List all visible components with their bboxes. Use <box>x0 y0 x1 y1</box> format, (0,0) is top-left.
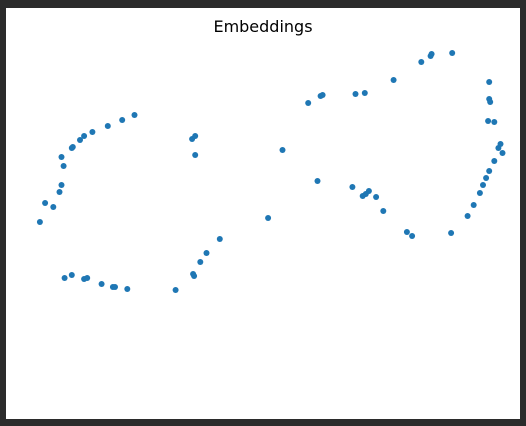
scatter-point <box>42 200 49 206</box>
scatter-point <box>485 118 492 124</box>
scatter-point <box>56 189 63 195</box>
scatter-point <box>81 133 88 139</box>
scatter-point <box>131 112 138 118</box>
scatter-point <box>373 194 380 200</box>
scatter-point <box>464 213 471 219</box>
scatter-point <box>305 100 312 106</box>
scatter-point <box>68 272 75 278</box>
scatter-point <box>314 178 321 184</box>
scatter-point <box>499 150 506 156</box>
scatter-point <box>112 284 118 290</box>
scatter-point <box>50 204 57 210</box>
scatter-point <box>124 286 131 292</box>
scatter-point <box>191 273 198 279</box>
scatter-point <box>104 123 111 129</box>
scatter-point <box>448 230 455 236</box>
scatter-point <box>470 202 477 208</box>
scatter-point <box>58 154 65 160</box>
scatter-point <box>352 91 359 97</box>
scatter-point <box>483 175 490 181</box>
scatter-point <box>390 77 397 83</box>
scatter-point <box>380 208 387 214</box>
scatter-point <box>197 259 204 265</box>
scatter-point <box>428 51 435 57</box>
scatter-point <box>476 190 483 196</box>
scatter-point <box>403 229 410 235</box>
scatter-point <box>58 182 65 188</box>
scatter-point <box>98 281 105 287</box>
scatter-point <box>491 158 498 164</box>
scatter-point <box>84 275 91 281</box>
scatter-point <box>279 147 286 153</box>
scatter-point <box>69 144 76 150</box>
plot-figure: Embeddings <box>6 8 520 419</box>
scatter-point <box>319 92 326 98</box>
scatter-point <box>60 163 67 169</box>
scatter-point <box>487 99 494 105</box>
scatter-point <box>61 275 68 281</box>
scatter-point <box>265 215 272 221</box>
scatter-point <box>449 50 456 56</box>
scatter-point <box>480 182 486 188</box>
points-layer <box>36 50 506 293</box>
scatter-point <box>365 188 372 194</box>
scatter-point <box>172 287 179 293</box>
scatter-point <box>192 133 199 139</box>
scatter-point <box>77 137 83 143</box>
scatter-point <box>203 250 210 256</box>
scatter-point <box>36 219 43 225</box>
scatter-point <box>497 141 504 147</box>
scatter-chart: Embeddings <box>36 17 506 293</box>
scatter-point <box>418 59 425 65</box>
scatter-point <box>349 184 356 190</box>
scatter-point <box>119 117 126 123</box>
chart-title: Embeddings <box>213 17 312 36</box>
scatter-point <box>491 119 498 125</box>
scatter-point <box>409 233 416 239</box>
scatter-point <box>192 152 199 158</box>
scatter-point <box>89 129 96 135</box>
scatter-point <box>486 168 493 174</box>
scatter-point <box>216 236 223 242</box>
scatter-point <box>486 79 493 85</box>
scatter-point <box>361 90 368 96</box>
